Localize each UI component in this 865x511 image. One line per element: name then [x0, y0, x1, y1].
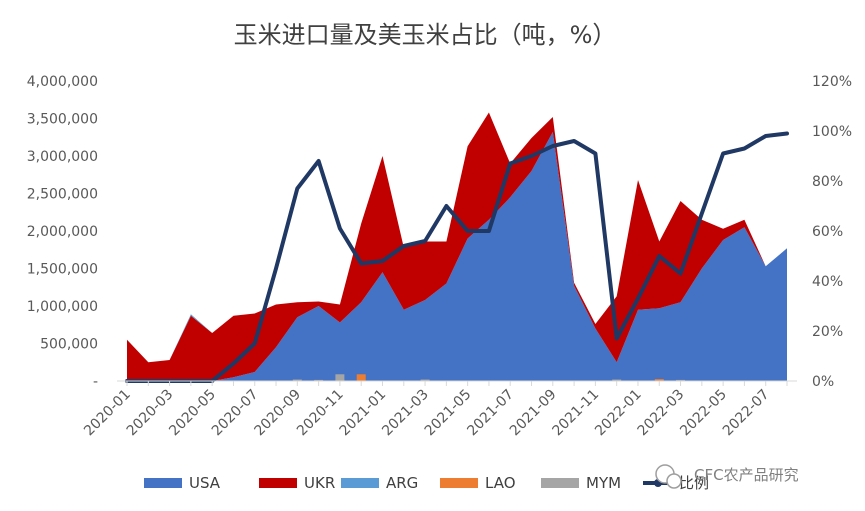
- y-left-tick-label: 3,500,000: [27, 112, 98, 128]
- bar-mym: [676, 379, 685, 381]
- area-usa: [127, 132, 787, 381]
- bar-mym: [335, 374, 345, 382]
- legend-swatch-usa: [144, 478, 182, 488]
- y-right-tick-label: 120%: [812, 74, 852, 90]
- y-left-tick-label: 4,000,000: [27, 74, 98, 90]
- y-right-tick-label: 100%: [812, 124, 852, 140]
- y-right-tick-label: 20%: [812, 324, 843, 340]
- y-right-tick-label: 80%: [812, 174, 843, 190]
- area-ukr: [127, 112, 787, 381]
- y-left-tick-label: 500,000: [40, 337, 98, 353]
- legend-swatch-mym: [541, 478, 579, 488]
- watermark: CFC农产品研究: [655, 464, 799, 489]
- line-ratio: [125, 131, 789, 383]
- watermark-text: CFC农产品研究: [694, 466, 799, 484]
- bar-lao: [654, 379, 664, 381]
- legend-swatch-arg: [341, 478, 379, 488]
- y-left-tick-label: 2,500,000: [27, 187, 98, 203]
- legend-swatch-lao: [440, 478, 478, 488]
- x-tick-label: 2022-07: [720, 387, 773, 440]
- legend-label: USA: [189, 474, 221, 492]
- bar-mym: [420, 379, 430, 381]
- y-left-tick-label: 2,000,000: [27, 224, 98, 240]
- y-left-tick-label: 1,500,000: [27, 262, 98, 278]
- y-left-tick-label: -: [93, 374, 98, 390]
- chart-title: 玉米进口量及美玉米占比（吨，%）: [234, 21, 617, 49]
- legend-label: MYM: [586, 474, 621, 492]
- line-layer: [125, 131, 789, 383]
- bar-mym: [612, 379, 622, 381]
- legend-swatch-ukr: [259, 478, 297, 488]
- wechat-icon-bubble: [666, 473, 682, 489]
- legend-label: 比例: [679, 474, 709, 492]
- bar-mym: [292, 379, 302, 381]
- bar-layer: [292, 374, 685, 382]
- area-layer: [127, 112, 787, 381]
- y-left-tick-label: 3,000,000: [27, 149, 98, 165]
- legend-label: ARG: [386, 474, 418, 492]
- legend-label: UKR: [304, 474, 335, 492]
- bar-lao: [356, 374, 366, 382]
- legend-label: LAO: [485, 474, 516, 492]
- y-left-tick-label: 1,000,000: [27, 299, 98, 315]
- y-right-tick-label: 60%: [812, 224, 843, 240]
- y-right-tick-label: 40%: [812, 274, 843, 290]
- bar-mym: [314, 379, 324, 381]
- legend: USA UKR ARG LAO MYM 比例: [144, 474, 709, 492]
- y-right-tick-label: 0%: [812, 374, 834, 390]
